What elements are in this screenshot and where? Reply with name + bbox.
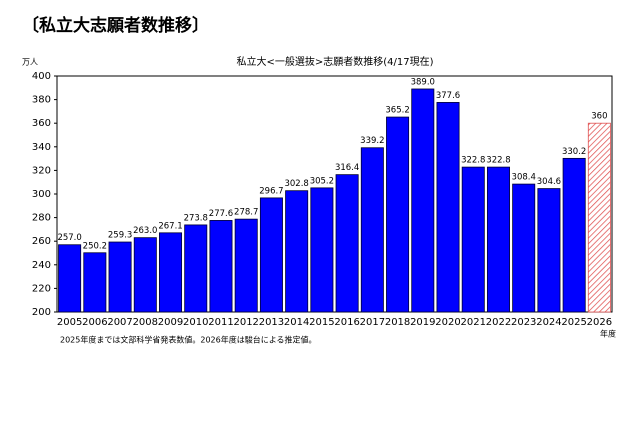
data-label: 277.6 bbox=[209, 209, 233, 219]
note: 2025年度までは文部科学省発表数値。2026年度は駿台による推定値。 bbox=[60, 335, 316, 345]
data-label: 257.0 bbox=[57, 233, 81, 243]
data-label: 308.4 bbox=[512, 173, 536, 183]
x-tick-label: 2024 bbox=[536, 317, 561, 328]
y-tick-label: 400 bbox=[32, 71, 51, 82]
x-tick-label: 2018 bbox=[385, 317, 410, 328]
x-axis-label: 年度 bbox=[600, 329, 616, 339]
page-title: 〔私立大志願者数推移〕 bbox=[22, 15, 209, 36]
x-tick-label: 2011 bbox=[208, 317, 233, 328]
bar bbox=[285, 190, 309, 313]
bar bbox=[386, 116, 410, 313]
data-label: 259.3 bbox=[108, 231, 132, 241]
data-label: 365.2 bbox=[385, 106, 409, 116]
data-label: 316.4 bbox=[335, 163, 359, 173]
bar bbox=[234, 218, 258, 313]
data-label: 273.8 bbox=[184, 213, 208, 223]
bar bbox=[133, 237, 157, 313]
bar bbox=[310, 187, 334, 313]
y-tick-label: 260 bbox=[32, 236, 51, 247]
x-tick-label: 2020 bbox=[435, 317, 460, 328]
x-tick-label: 2005 bbox=[57, 317, 82, 328]
chart-title: 私立大<一般選抜>志願者数推移(4/17現在) bbox=[236, 55, 433, 68]
bar bbox=[209, 220, 233, 313]
x-tick-label: 2007 bbox=[107, 317, 132, 328]
data-label: 322.8 bbox=[486, 156, 510, 166]
bar bbox=[537, 188, 561, 313]
y-tick-label: 300 bbox=[32, 189, 51, 200]
y-tick-label: 240 bbox=[32, 260, 51, 271]
data-label: 302.8 bbox=[284, 179, 308, 189]
bar bbox=[58, 244, 82, 313]
x-tick-label: 2023 bbox=[511, 317, 536, 328]
bar bbox=[587, 122, 611, 313]
data-label: 322.8 bbox=[461, 156, 485, 166]
bar bbox=[562, 157, 586, 313]
bar bbox=[259, 197, 283, 313]
bar bbox=[512, 183, 536, 313]
x-tick-label: 2006 bbox=[82, 317, 107, 328]
bar bbox=[108, 241, 132, 313]
y-axis-label: 万人 bbox=[22, 58, 38, 67]
bar bbox=[486, 166, 510, 313]
bar bbox=[436, 102, 460, 313]
bar bbox=[83, 252, 107, 313]
bar bbox=[159, 232, 183, 313]
y-tick-label: 320 bbox=[32, 165, 51, 176]
y-tick-label: 340 bbox=[32, 142, 51, 153]
bar bbox=[184, 224, 208, 313]
data-label: 377.6 bbox=[436, 91, 460, 101]
data-label: 330.2 bbox=[562, 147, 586, 157]
data-label: 250.2 bbox=[83, 241, 107, 251]
x-tick-label: 2009 bbox=[158, 317, 183, 328]
data-label: 304.6 bbox=[537, 177, 561, 187]
x-tick-label: 2021 bbox=[461, 317, 486, 328]
bar bbox=[335, 174, 359, 313]
x-tick-label: 2026 bbox=[587, 317, 612, 328]
x-tick-label: 2017 bbox=[360, 317, 385, 328]
data-label: 389.0 bbox=[411, 77, 435, 87]
x-tick-label: 2008 bbox=[133, 317, 158, 328]
y-tick-label: 380 bbox=[32, 95, 51, 106]
bar bbox=[461, 166, 485, 313]
bar bbox=[360, 147, 384, 313]
bar bbox=[411, 88, 435, 313]
x-tick-label: 2022 bbox=[486, 317, 511, 328]
data-label: 278.7 bbox=[234, 208, 258, 218]
x-tick-label: 2019 bbox=[410, 317, 435, 328]
x-tick-label: 2012 bbox=[233, 317, 258, 328]
data-label: 305.2 bbox=[310, 176, 334, 186]
data-label: 339.2 bbox=[360, 136, 384, 146]
y-tick-label: 220 bbox=[32, 283, 51, 294]
data-label: 296.7 bbox=[259, 186, 283, 196]
x-tick-label: 2014 bbox=[284, 317, 309, 328]
x-tick-label: 2013 bbox=[259, 317, 284, 328]
x-tick-label: 2025 bbox=[561, 317, 586, 328]
data-label: 267.1 bbox=[158, 221, 182, 231]
x-tick-label: 2015 bbox=[309, 317, 334, 328]
y-tick-label: 200 bbox=[32, 307, 51, 318]
data-label: 263.0 bbox=[133, 226, 157, 236]
x-tick-label: 2016 bbox=[334, 317, 359, 328]
data-label: 360 bbox=[591, 112, 607, 122]
y-tick-label: 280 bbox=[32, 213, 51, 224]
y-tick-label: 360 bbox=[32, 118, 51, 129]
x-tick-label: 2010 bbox=[183, 317, 208, 328]
